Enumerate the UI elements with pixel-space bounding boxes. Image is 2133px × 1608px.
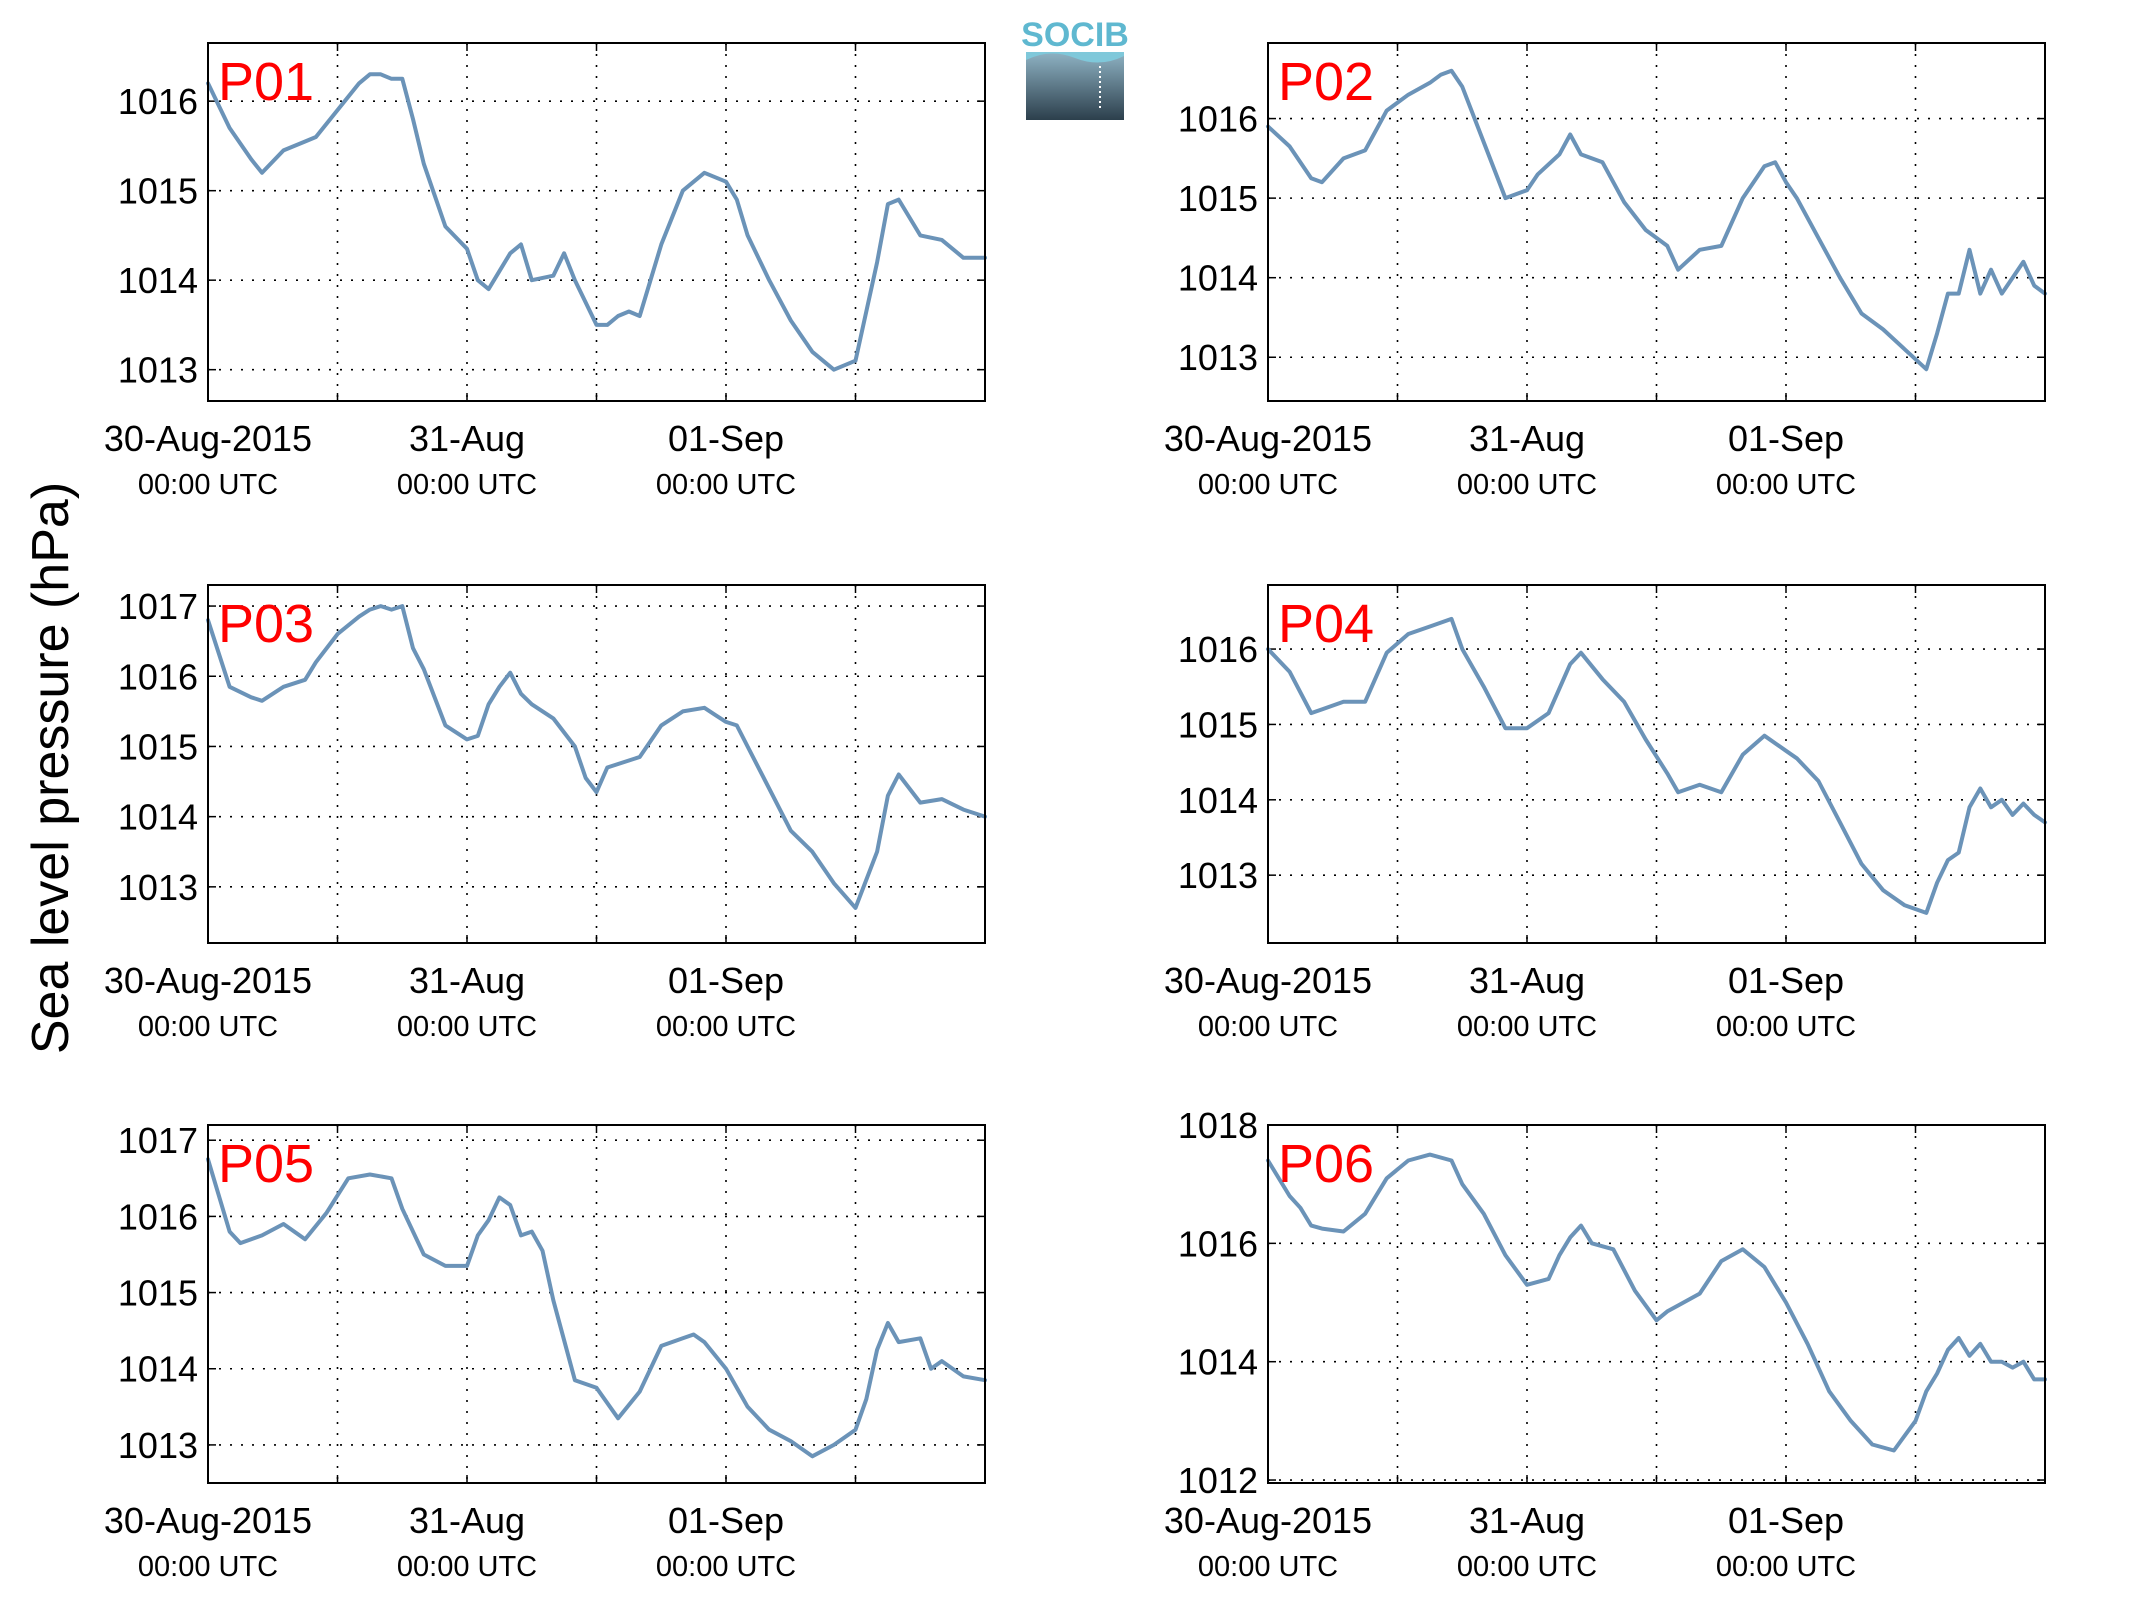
panel-label: P02 <box>1278 52 1374 112</box>
x-tick-label-date: 30-Aug-2015 <box>1164 1500 1372 1541</box>
x-tick-label-date: 31-Aug <box>409 418 525 459</box>
y-tick-label: 1013 <box>1178 337 1258 378</box>
x-tick-label-time: 00:00 UTC <box>656 1011 796 1043</box>
y-tick-label: 1014 <box>118 1349 198 1390</box>
x-tick-label-date: 01-Sep <box>1728 1500 1844 1541</box>
y-tick-label: 1013 <box>118 1425 198 1466</box>
panel-p06: 1012 1014 1016 1018 30-Aug-2015 00:00 UTC 31-A… <box>1164 1105 2047 1583</box>
y-tick-label: 1016 <box>1178 629 1258 670</box>
y-tick-label: 1014 <box>118 797 198 838</box>
panel-label: P04 <box>1278 594 1374 654</box>
plot-area <box>1268 585 2045 943</box>
y-tick-label: 1016 <box>118 1196 198 1237</box>
logo-block <box>1026 52 1124 120</box>
x-tick-label-date: 30-Aug-2015 <box>104 1500 312 1541</box>
y-tick-label: 1017 <box>118 586 198 627</box>
panel-label: P01 <box>218 52 314 112</box>
x-tick-label-time: 00:00 UTC <box>1457 1011 1597 1043</box>
y-tick-label: 1015 <box>118 1273 198 1314</box>
y-tick-label: 1015 <box>118 171 198 212</box>
panel-label: P03 <box>218 594 314 654</box>
pressure-series-line <box>206 1157 987 1459</box>
axes-frame <box>1267 1124 2046 1484</box>
y-axis-label: Sea level pressure (hPa) <box>22 482 80 1054</box>
x-tick-label-date: 30-Aug-2015 <box>104 960 312 1001</box>
panel-p03: 1013 1014 1015 1016 1017 30-Aug-2015 00:00 UTC… <box>104 584 987 1043</box>
logo-wave <box>1026 52 1124 63</box>
pressure-series-line <box>1266 1152 2047 1453</box>
axes-frame <box>207 584 986 944</box>
pressure-series-line <box>1266 68 2047 372</box>
y-tick-label: 1018 <box>1178 1105 1258 1146</box>
socib-logo: SOCIB <box>1021 16 1129 120</box>
x-tick-label-time: 00:00 UTC <box>397 1011 537 1043</box>
x-tick-label-time: 00:00 UTC <box>138 469 278 501</box>
panel-p05: 1013 1014 1015 1016 1017 30-Aug-2015 00:00 UTC… <box>104 1120 987 1583</box>
plot-area <box>208 43 985 401</box>
x-tick-label-time: 00:00 UTC <box>656 469 796 501</box>
x-tick-label-time: 00:00 UTC <box>656 1551 796 1583</box>
plot-area <box>208 585 985 943</box>
plot-area <box>208 1125 985 1483</box>
y-tick-label: 1014 <box>1178 780 1258 821</box>
logo-text: SOCIB <box>1021 16 1129 54</box>
x-tick-label-time: 00:00 UTC <box>1716 469 1856 501</box>
panel-p04: 1013 1014 1015 1016 30-Aug-2015 00:00 UTC 31-A… <box>1164 584 2047 1043</box>
x-tick-label-time: 00:00 UTC <box>1716 1551 1856 1583</box>
pressure-series-line <box>1266 616 2047 915</box>
x-tick-label-date: 01-Sep <box>668 1500 784 1541</box>
x-tick-label-date: 30-Aug-2015 <box>104 418 312 459</box>
y-tick-label: 1012 <box>1178 1460 1258 1501</box>
x-tick-label-date: 01-Sep <box>1728 418 1844 459</box>
y-tick-label: 1014 <box>1178 1342 1258 1383</box>
y-tick-label: 1017 <box>118 1120 198 1161</box>
panel-label: P05 <box>218 1134 314 1194</box>
x-tick-label-date: 01-Sep <box>668 418 784 459</box>
y-tick-label: 1016 <box>1178 99 1258 140</box>
x-tick-label-time: 00:00 UTC <box>138 1011 278 1043</box>
x-tick-label-time: 00:00 UTC <box>1198 1551 1338 1583</box>
x-tick-label-date: 31-Aug <box>409 960 525 1001</box>
y-tick-label: 1014 <box>118 260 198 301</box>
y-tick-label: 1016 <box>118 656 198 697</box>
panel-p02: 1013 1014 1015 1016 30-Aug-2015 00:00 UTC 31-A… <box>1164 42 2047 501</box>
x-tick-label-date: 31-Aug <box>409 1500 525 1541</box>
pressure-series-line <box>206 72 987 372</box>
x-tick-label-date: 31-Aug <box>1469 960 1585 1001</box>
y-tick-label: 1015 <box>118 726 198 767</box>
axes-frame <box>1267 584 2046 944</box>
panel-label: P06 <box>1278 1134 1374 1194</box>
y-tick-label: 1015 <box>1178 178 1258 219</box>
y-tick-label: 1013 <box>118 867 198 908</box>
y-tick-label: 1015 <box>1178 704 1258 745</box>
x-tick-label-date: 01-Sep <box>1728 960 1844 1001</box>
axes-frame <box>207 1124 986 1484</box>
y-tick-label: 1016 <box>1178 1223 1258 1264</box>
x-tick-label-date: 31-Aug <box>1469 418 1585 459</box>
plot-area <box>1268 43 2045 401</box>
axes-frame <box>1267 42 2046 402</box>
x-tick-label-time: 00:00 UTC <box>397 469 537 501</box>
x-tick-label-time: 00:00 UTC <box>138 1551 278 1583</box>
y-tick-label: 1016 <box>118 81 198 122</box>
x-tick-label-date: 30-Aug-2015 <box>1164 960 1372 1001</box>
x-tick-label-time: 00:00 UTC <box>1457 1551 1597 1583</box>
y-tick-label: 1013 <box>118 350 198 391</box>
x-tick-label-time: 00:00 UTC <box>1457 469 1597 501</box>
y-tick-label: 1014 <box>1178 258 1258 299</box>
panel-p01: 1013 1014 1015 1016 30-Aug-2015 00:00 UTC 31-A… <box>104 42 987 501</box>
x-tick-label-date: 30-Aug-2015 <box>1164 418 1372 459</box>
x-tick-label-time: 00:00 UTC <box>1716 1011 1856 1043</box>
x-tick-label-date: 31-Aug <box>1469 1500 1585 1541</box>
x-tick-label-time: 00:00 UTC <box>397 1551 537 1583</box>
x-tick-label-time: 00:00 UTC <box>1198 469 1338 501</box>
axes-frame <box>207 42 986 402</box>
pressure-series-line <box>206 604 987 910</box>
x-tick-label-date: 01-Sep <box>668 960 784 1001</box>
x-tick-label-time: 00:00 UTC <box>1198 1011 1338 1043</box>
panels-container: 1013 1014 1015 1016 30-Aug-2015 00:00 UTC 31-A… <box>104 42 2047 1583</box>
y-tick-label: 1013 <box>1178 855 1258 896</box>
